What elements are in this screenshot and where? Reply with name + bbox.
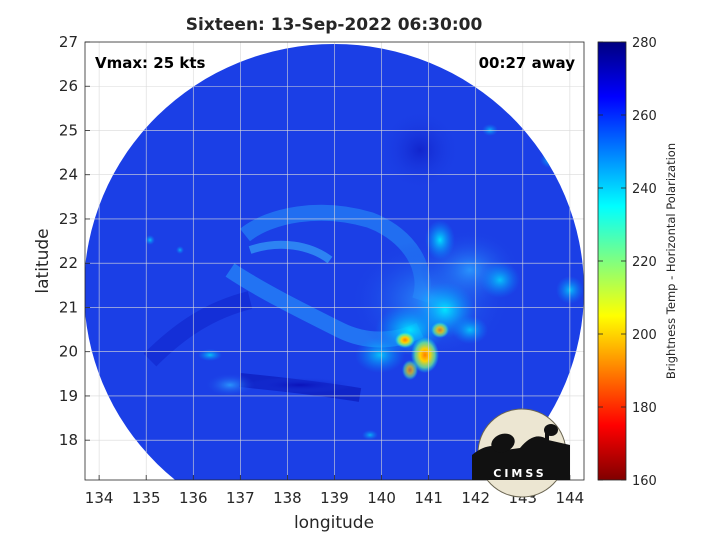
colorbar-ticks: 160 180 200 220 240 260 280 bbox=[598, 36, 657, 489]
x-tick-label: 141 bbox=[414, 489, 443, 507]
colorbar: 160 180 200 220 240 260 280 Brightness Temp - … bbox=[597, 36, 678, 489]
plot-area bbox=[85, 42, 584, 480]
y-tick-label: 21 bbox=[59, 298, 78, 316]
y-tick-label: 19 bbox=[59, 387, 78, 405]
y-axis-ticks: 18 19 20 21 22 23 24 25 26 27 bbox=[59, 33, 90, 449]
x-tick-label: 135 bbox=[132, 489, 161, 507]
x-axis-label: longitude bbox=[294, 513, 374, 533]
x-tick-label: 136 bbox=[179, 489, 208, 507]
y-tick-label: 26 bbox=[59, 77, 78, 95]
y-tick-label: 22 bbox=[59, 254, 78, 272]
y-tick-label: 23 bbox=[59, 210, 78, 228]
vmax-annotation: Vmax: 25 kts bbox=[95, 54, 205, 72]
colorbar-tick-label: 240 bbox=[632, 182, 657, 197]
logo-text: CIMSS bbox=[493, 467, 546, 480]
x-tick-label: 139 bbox=[320, 489, 349, 507]
colorbar-label: Brightness Temp - Horizontal Polarizatio… bbox=[664, 143, 678, 379]
colorbar-tick-label: 200 bbox=[632, 328, 657, 343]
y-tick-label: 18 bbox=[59, 431, 78, 449]
y-tick-label: 20 bbox=[59, 343, 78, 361]
x-tick-label: 144 bbox=[556, 489, 585, 507]
x-tick-label: 142 bbox=[461, 489, 490, 507]
y-axis-label: latitude bbox=[33, 228, 53, 293]
x-tick-label: 138 bbox=[273, 489, 302, 507]
x-tick-label: 134 bbox=[85, 489, 114, 507]
time-offset-annotation: 00:27 away bbox=[479, 54, 576, 72]
chart-title: Sixteen: 13-Sep-2022 06:30:00 bbox=[186, 15, 483, 35]
colorbar-tick-label: 220 bbox=[632, 255, 657, 270]
y-tick-label: 27 bbox=[59, 33, 78, 51]
x-tick-label: 140 bbox=[367, 489, 396, 507]
colorbar-tick-label: 280 bbox=[632, 36, 657, 51]
y-tick-label: 25 bbox=[59, 121, 78, 139]
x-tick-label: 137 bbox=[226, 489, 255, 507]
y-tick-label: 24 bbox=[59, 166, 78, 184]
colorbar-tick-label: 180 bbox=[632, 401, 657, 416]
grid-lines bbox=[85, 42, 584, 480]
colorbar-tick-label: 160 bbox=[632, 474, 657, 489]
colorbar-tick-label: 260 bbox=[632, 109, 657, 124]
cimss-logo: CIMSS bbox=[472, 408, 570, 498]
